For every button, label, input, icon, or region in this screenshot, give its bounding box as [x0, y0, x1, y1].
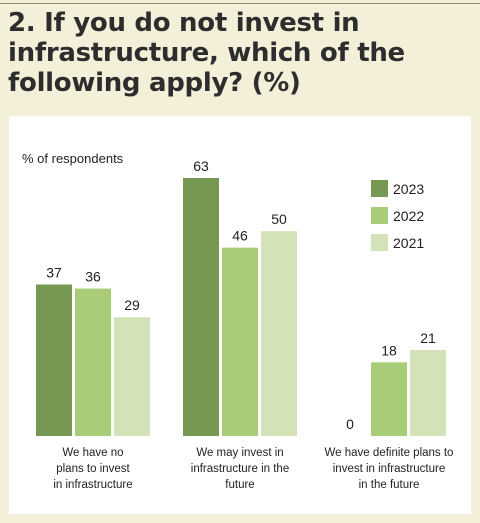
bar-2022-cat3 [371, 362, 407, 436]
bar-2022-cat2 [222, 247, 258, 436]
category-label-1-line-2: plans to invest [56, 463, 130, 475]
legend-swatch-2023 [371, 180, 388, 197]
bar-2023-cat1 [36, 284, 72, 436]
bar-2021-cat2 [261, 231, 297, 436]
y-axis-label: % of respondents [22, 151, 124, 166]
value-label-2023-cat2: 63 [193, 158, 209, 174]
category-label-3-line-3: in the future [359, 479, 420, 491]
legend-label-2021: 2021 [393, 235, 424, 251]
category-label-3-line-1: We have definite plans to [325, 447, 454, 459]
bar-2022-cat1 [75, 288, 111, 436]
category-label-2-line-2: infrastructure in the [191, 463, 289, 475]
value-label-2022-cat2: 46 [232, 228, 248, 244]
top-rule [0, 3, 480, 4]
value-label-2023-cat1: 37 [46, 264, 62, 280]
value-label-2021-cat1: 29 [124, 297, 140, 313]
category-label-2-line-3: future [225, 479, 254, 491]
bar-2021-cat3 [410, 350, 446, 436]
bar-2023-cat2 [183, 178, 219, 436]
category-label-2-line-1: We may invest in [196, 447, 283, 459]
page-title: 2. If you do not invest in infrastructur… [8, 8, 405, 98]
legend-label-2022: 2022 [393, 208, 424, 224]
value-label-2021-cat3: 21 [420, 330, 436, 346]
value-label-2023-cat3: 0 [346, 416, 354, 432]
value-label-2022-cat3: 18 [381, 342, 397, 358]
legend-swatch-2022 [371, 207, 388, 224]
legend-label-2023: 2023 [393, 181, 424, 197]
legend-swatch-2021 [371, 234, 388, 251]
value-label-2022-cat1: 36 [85, 269, 101, 285]
bar-2021-cat1 [114, 317, 150, 436]
category-label-1-line-3: in infrastructure [53, 479, 132, 491]
category-label-3-line-2: invest in infrastructure [333, 463, 446, 475]
value-label-2021-cat2: 50 [271, 211, 287, 227]
category-label-1-line-1: We have no [62, 447, 123, 459]
